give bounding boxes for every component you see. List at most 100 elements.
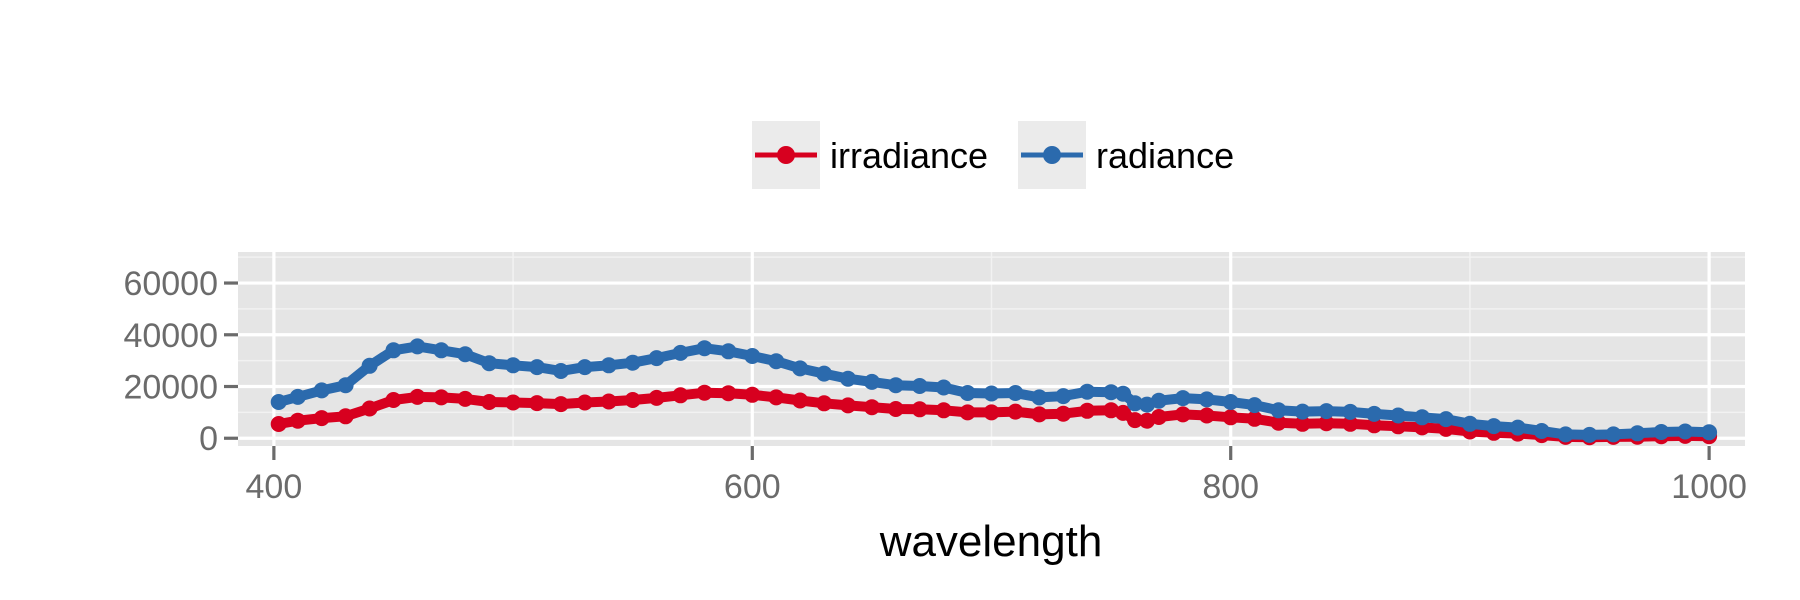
data-point-radiance bbox=[840, 370, 856, 387]
data-point-irradiance bbox=[911, 401, 928, 418]
data-point-radiance bbox=[552, 363, 569, 379]
y-ticks bbox=[224, 281, 238, 440]
data-point-radiance bbox=[1438, 411, 1454, 428]
data-point-radiance bbox=[1294, 403, 1311, 420]
data-point-irradiance bbox=[1198, 407, 1215, 424]
data-point-radiance bbox=[337, 377, 354, 394]
y-tick-label-20000: 20000 bbox=[123, 369, 218, 407]
data-point-irradiance bbox=[1150, 409, 1167, 425]
data-point-radiance bbox=[1366, 405, 1383, 422]
data-point-irradiance bbox=[270, 416, 287, 432]
series-radiance bbox=[270, 338, 1718, 443]
legend-item-radiance: radiance bbox=[1018, 121, 1234, 189]
legend-item-irradiance: irradiance bbox=[752, 121, 988, 189]
data-point-irradiance bbox=[720, 385, 737, 402]
data-point-irradiance bbox=[1079, 402, 1096, 419]
data-point-radiance bbox=[529, 359, 545, 376]
data-point-radiance bbox=[1677, 423, 1694, 440]
data-point-radiance bbox=[600, 357, 617, 374]
data-point-radiance bbox=[270, 394, 287, 410]
data-point-radiance bbox=[481, 355, 498, 372]
data-point-irradiance bbox=[1055, 405, 1072, 422]
data-point-radiance bbox=[1533, 423, 1550, 439]
data-point-irradiance bbox=[935, 402, 952, 419]
data-point-irradiance bbox=[361, 400, 378, 417]
data-point-radiance bbox=[1342, 403, 1359, 420]
data-point-irradiance bbox=[792, 392, 809, 409]
data-point-irradiance bbox=[313, 410, 330, 427]
data-point-irradiance bbox=[1222, 409, 1239, 426]
data-point-radiance bbox=[1031, 389, 1048, 406]
data-point-radiance bbox=[1557, 426, 1574, 443]
data-point-radiance bbox=[1007, 385, 1024, 401]
data-point-radiance bbox=[1103, 384, 1120, 401]
data-point-irradiance bbox=[672, 387, 689, 404]
data-point-radiance bbox=[911, 378, 928, 394]
data-point-radiance bbox=[1485, 418, 1502, 435]
data-point-radiance bbox=[983, 385, 1000, 402]
data-point-irradiance bbox=[529, 395, 545, 412]
y-tick-label-40000: 40000 bbox=[123, 317, 218, 355]
data-point-irradiance bbox=[624, 392, 641, 408]
data-point-radiance bbox=[696, 340, 713, 357]
x-tick-label-400: 400 bbox=[246, 468, 303, 506]
data-point-irradiance bbox=[816, 395, 833, 412]
data-point-radiance bbox=[1390, 407, 1407, 424]
legend-marker-irradiance bbox=[777, 146, 795, 164]
data-point-irradiance bbox=[1342, 415, 1359, 432]
data-point-irradiance bbox=[289, 412, 306, 429]
data-point-radiance bbox=[887, 377, 904, 394]
data-point-radiance bbox=[1629, 425, 1646, 442]
data-point-irradiance bbox=[887, 401, 904, 417]
data-point-radiance bbox=[1581, 426, 1598, 443]
data-point-radiance bbox=[1318, 403, 1335, 420]
data-point-radiance bbox=[1701, 424, 1718, 441]
data-point-irradiance bbox=[505, 394, 522, 411]
data-point-radiance bbox=[1055, 388, 1072, 405]
legend-label-radiance: radiance bbox=[1096, 135, 1234, 176]
data-point-radiance bbox=[1246, 397, 1263, 414]
data-point-irradiance bbox=[744, 386, 761, 403]
x-tick-label-600: 600 bbox=[724, 468, 781, 506]
data-point-irradiance bbox=[1174, 406, 1191, 423]
data-point-radiance bbox=[1174, 390, 1191, 407]
data-point-irradiance bbox=[1127, 412, 1143, 429]
data-point-radiance bbox=[768, 353, 785, 370]
data-point-irradiance bbox=[457, 390, 474, 407]
data-point-radiance bbox=[433, 342, 450, 359]
data-point-radiance bbox=[1461, 415, 1478, 432]
series-layer bbox=[270, 338, 1718, 446]
data-point-irradiance bbox=[385, 392, 402, 408]
data-point-irradiance bbox=[481, 394, 498, 410]
data-point-radiance bbox=[409, 338, 426, 355]
data-point-radiance bbox=[576, 359, 593, 376]
data-point-radiance bbox=[935, 379, 952, 396]
legend-label-irradiance: irradiance bbox=[830, 135, 988, 176]
data-point-irradiance bbox=[959, 404, 976, 421]
data-point-radiance bbox=[1198, 391, 1215, 408]
data-point-irradiance bbox=[1103, 402, 1120, 419]
data-point-radiance bbox=[1605, 426, 1622, 443]
data-point-radiance bbox=[1115, 385, 1132, 402]
data-point-radiance bbox=[744, 348, 761, 364]
data-point-radiance bbox=[1270, 402, 1287, 419]
data-point-irradiance bbox=[409, 388, 426, 405]
data-point-radiance bbox=[1653, 424, 1670, 440]
data-point-irradiance bbox=[1294, 415, 1311, 432]
y-axis: 0 20000 40000 60000 bbox=[123, 265, 238, 458]
data-point-irradiance bbox=[576, 394, 593, 411]
data-point-radiance bbox=[816, 365, 833, 382]
data-point-radiance bbox=[361, 357, 378, 374]
data-point-radiance bbox=[720, 343, 737, 360]
data-point-irradiance bbox=[552, 396, 569, 413]
data-point-radiance bbox=[1127, 395, 1143, 412]
data-point-radiance bbox=[457, 346, 474, 363]
data-point-radiance bbox=[1222, 394, 1239, 410]
legend: irradiance radiance bbox=[752, 121, 1234, 189]
y-tick-label-0: 0 bbox=[199, 420, 218, 458]
data-point-irradiance bbox=[983, 404, 1000, 421]
legend-marker-radiance bbox=[1043, 146, 1061, 164]
x-tick-label-800: 800 bbox=[1202, 468, 1259, 506]
data-point-radiance bbox=[505, 357, 522, 374]
